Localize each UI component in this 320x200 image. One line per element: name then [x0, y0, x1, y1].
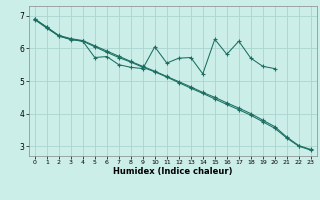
- X-axis label: Humidex (Indice chaleur): Humidex (Indice chaleur): [113, 167, 233, 176]
